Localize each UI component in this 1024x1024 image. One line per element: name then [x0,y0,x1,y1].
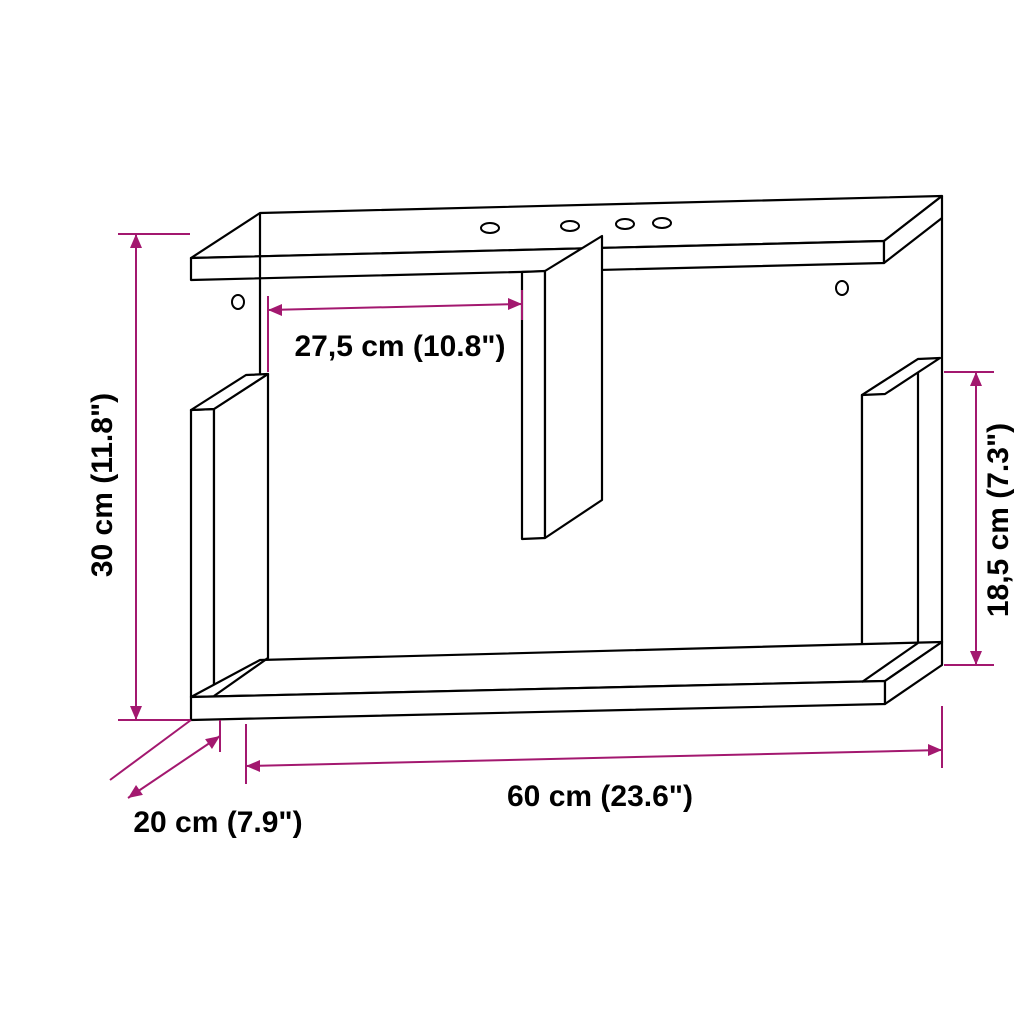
dim-depth-label: 20 cm (7.9") [133,806,302,839]
dim-inner-width-label: 27,5 cm (10.8") [294,330,505,363]
dim-width: 60 cm (23.6") [246,706,942,813]
left-side-panel [191,295,268,697]
dim-depth: 20 cm (7.9") [110,720,303,839]
dim-side-height-label: 18,5 cm (7.3") [982,423,1015,617]
dim-inner-width: 27,5 cm (10.8") [268,290,522,372]
right-side-panel [836,281,940,682]
dim-width-label: 60 cm (23.6") [507,780,693,813]
center-divider [522,236,602,539]
dim-side-height: 18,5 cm (7.3") [944,372,1015,665]
dim-height: 30 cm (11.8") [86,234,190,720]
dim-height-label: 30 cm (11.8") [86,393,119,577]
bottom-shelf [191,642,942,720]
product-dimension-diagram: 30 cm (11.8") 27,5 cm (10.8") 18,5 cm (7… [0,0,1024,1024]
